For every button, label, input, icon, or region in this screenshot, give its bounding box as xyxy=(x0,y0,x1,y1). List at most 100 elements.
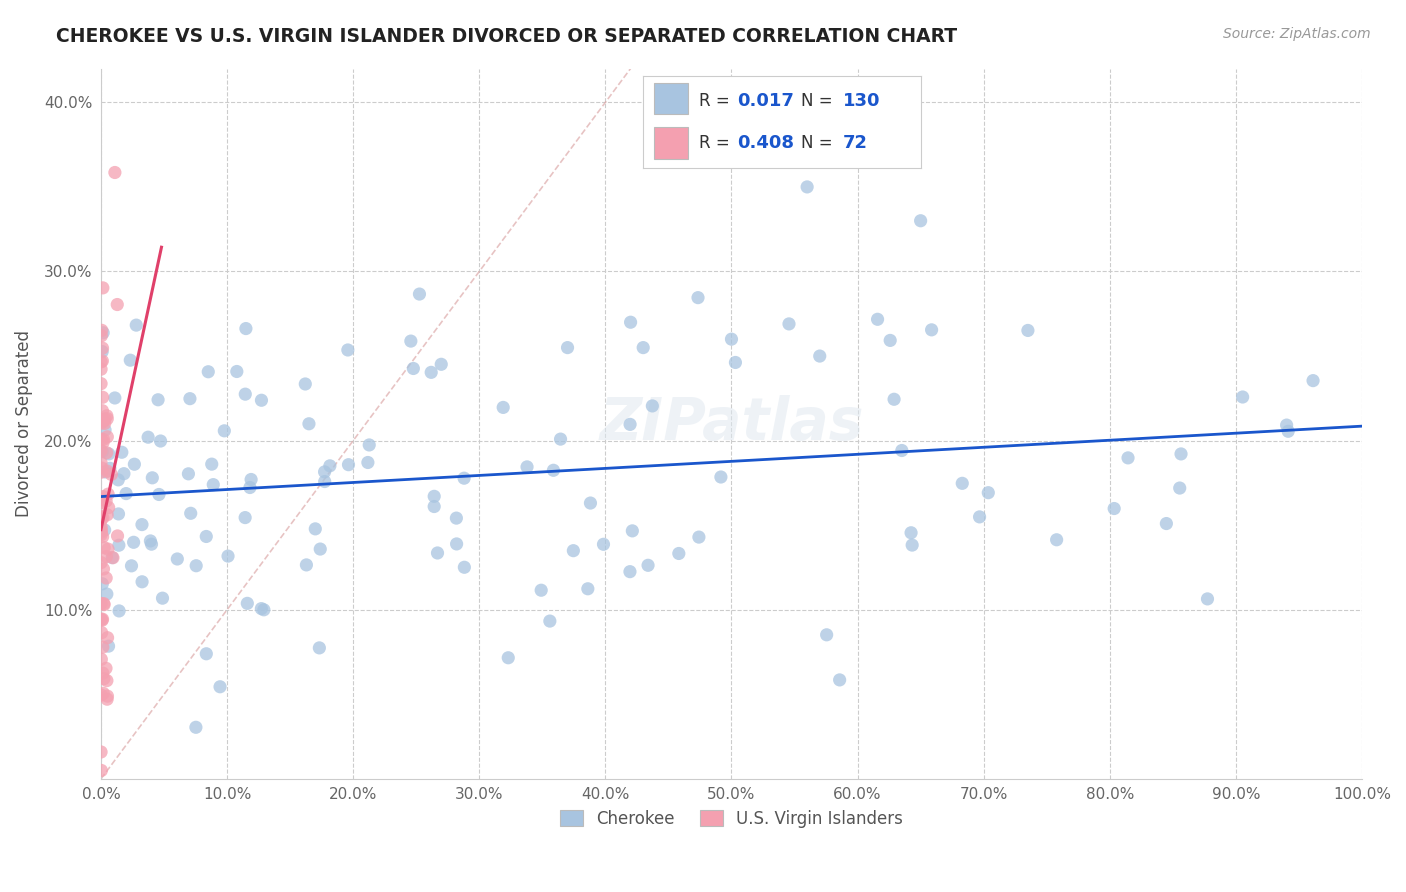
Point xyxy=(550,432,572,446)
Point xyxy=(90,688,112,702)
Point xyxy=(91,530,114,544)
Point xyxy=(516,459,538,474)
Point xyxy=(124,457,146,471)
Point xyxy=(122,535,145,549)
Point xyxy=(921,323,943,337)
Point xyxy=(621,524,644,538)
Point xyxy=(186,558,208,573)
Point xyxy=(308,640,330,655)
Point xyxy=(90,612,112,626)
Point xyxy=(131,574,153,589)
Point xyxy=(180,506,202,520)
Point xyxy=(107,507,129,521)
Point xyxy=(90,556,112,570)
Point xyxy=(90,323,112,337)
Point xyxy=(96,673,118,688)
Point xyxy=(562,543,585,558)
Point xyxy=(1302,374,1324,388)
Point xyxy=(209,680,232,694)
Point xyxy=(146,392,169,407)
Point xyxy=(91,444,114,458)
Point xyxy=(879,334,901,348)
Point xyxy=(90,465,112,479)
Point xyxy=(900,525,922,540)
Point xyxy=(91,403,114,417)
Point xyxy=(94,494,117,508)
Point xyxy=(166,552,188,566)
Point xyxy=(901,538,924,552)
Point xyxy=(90,443,112,458)
Point xyxy=(121,558,143,573)
Point xyxy=(304,522,326,536)
Point xyxy=(496,650,519,665)
Point xyxy=(492,401,515,415)
Point xyxy=(426,546,449,560)
Point xyxy=(969,509,991,524)
Point xyxy=(90,625,112,640)
Y-axis label: Divorced or Separated: Divorced or Separated xyxy=(15,330,32,517)
Point xyxy=(93,433,115,447)
Point xyxy=(778,317,800,331)
Point xyxy=(91,341,114,355)
Point xyxy=(90,362,112,376)
Point xyxy=(91,640,114,655)
Point xyxy=(592,537,614,551)
Point xyxy=(250,393,273,408)
Point xyxy=(808,349,831,363)
Point xyxy=(90,456,112,470)
Point xyxy=(93,597,115,611)
Point xyxy=(446,511,468,525)
Point xyxy=(423,500,446,514)
Point xyxy=(97,542,120,557)
Legend: Cherokee, U.S. Virgin Islanders: Cherokee, U.S. Virgin Islanders xyxy=(553,803,910,835)
Point xyxy=(91,686,114,700)
Point xyxy=(97,639,120,653)
Point xyxy=(530,583,553,598)
Point xyxy=(637,558,659,573)
Point xyxy=(93,598,115,612)
Point xyxy=(91,354,114,368)
Point xyxy=(453,471,475,485)
Point xyxy=(399,334,422,348)
Point xyxy=(195,529,218,543)
Point xyxy=(201,457,224,471)
Point xyxy=(105,297,128,311)
Point xyxy=(233,510,256,524)
Point xyxy=(883,392,905,407)
Point xyxy=(250,601,273,615)
Point xyxy=(866,312,889,326)
Point xyxy=(93,417,115,431)
Point xyxy=(453,560,475,574)
Point xyxy=(90,513,112,527)
Point xyxy=(796,180,818,194)
Point xyxy=(631,341,654,355)
Point xyxy=(336,343,359,357)
Point xyxy=(619,315,641,329)
Point xyxy=(91,490,114,504)
Point xyxy=(94,465,117,479)
Point xyxy=(538,614,561,628)
Point xyxy=(94,661,117,675)
Point xyxy=(239,481,262,495)
Point xyxy=(90,764,112,778)
Point xyxy=(179,392,201,406)
Point xyxy=(1170,447,1192,461)
Point xyxy=(309,542,332,557)
Point xyxy=(104,165,127,179)
Point xyxy=(1156,516,1178,531)
Point xyxy=(1046,533,1069,547)
Point xyxy=(108,604,131,618)
Point xyxy=(359,438,381,452)
Point xyxy=(96,689,118,703)
Point xyxy=(686,291,709,305)
Point xyxy=(91,612,114,626)
Point xyxy=(295,558,318,572)
Point xyxy=(131,517,153,532)
Point xyxy=(240,473,263,487)
Point xyxy=(253,603,276,617)
Point xyxy=(668,546,690,560)
Point xyxy=(97,500,120,515)
Point xyxy=(1168,481,1191,495)
Point xyxy=(96,409,118,423)
Point xyxy=(688,530,710,544)
